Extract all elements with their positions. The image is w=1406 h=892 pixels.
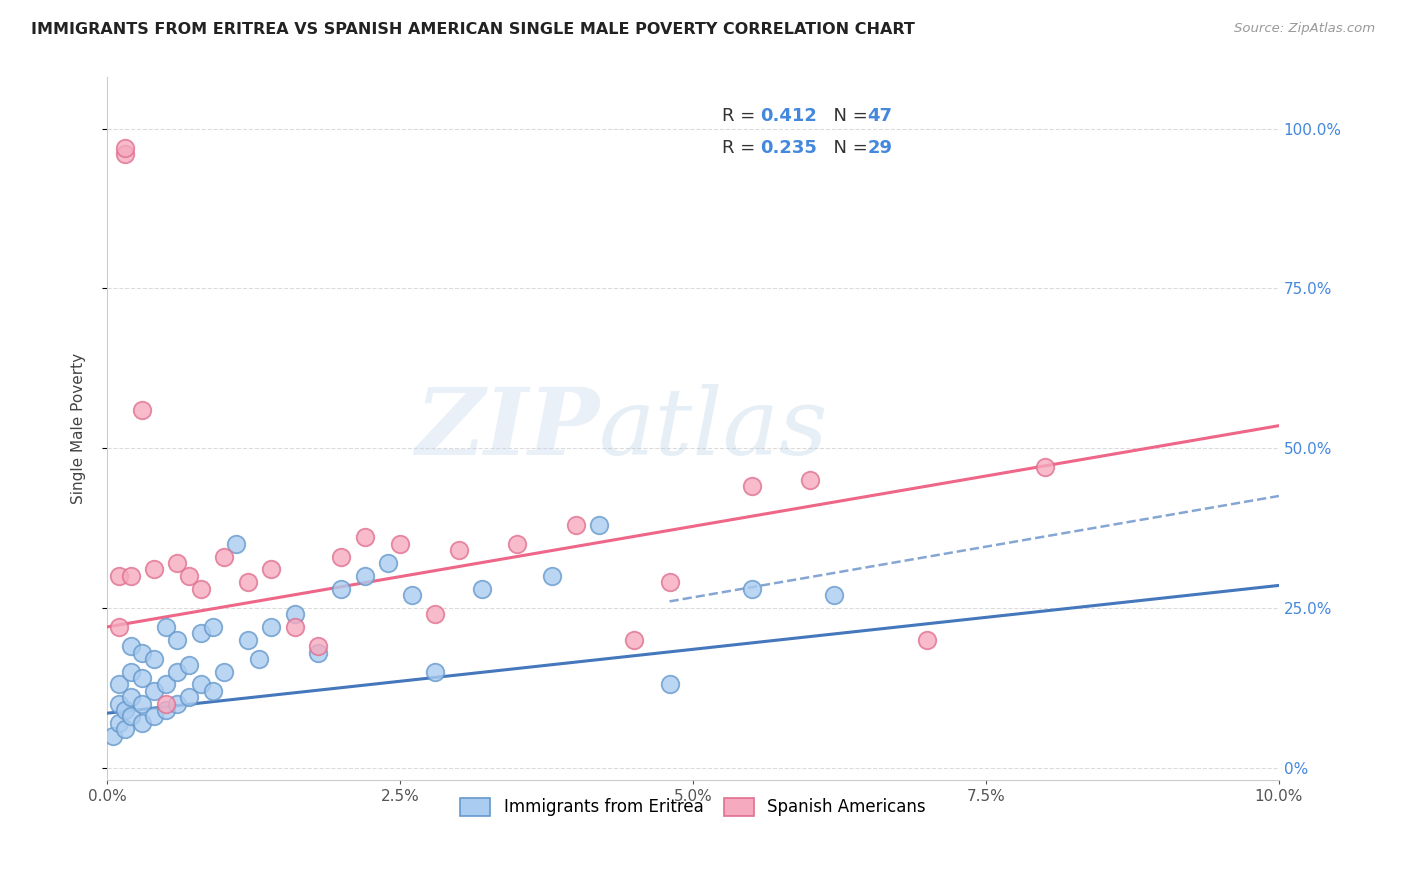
Point bbox=[307, 646, 329, 660]
Text: N =: N = bbox=[823, 138, 873, 157]
Point bbox=[107, 677, 129, 691]
Point bbox=[799, 473, 821, 487]
Point bbox=[330, 549, 353, 564]
Point bbox=[471, 582, 494, 596]
Point bbox=[354, 569, 377, 583]
Point bbox=[307, 639, 329, 653]
Point bbox=[588, 517, 610, 532]
Point bbox=[260, 620, 283, 634]
Point bbox=[541, 569, 564, 583]
Point bbox=[120, 569, 142, 583]
Point bbox=[823, 588, 845, 602]
Point bbox=[131, 715, 153, 730]
Point bbox=[190, 626, 212, 640]
Point bbox=[623, 632, 645, 647]
Point bbox=[131, 697, 153, 711]
Point bbox=[131, 402, 153, 417]
Point bbox=[155, 620, 177, 634]
Point bbox=[565, 517, 588, 532]
Point bbox=[658, 575, 681, 590]
Point bbox=[389, 537, 412, 551]
Text: atlas: atlas bbox=[599, 384, 828, 474]
Point bbox=[425, 665, 447, 679]
Text: 29: 29 bbox=[868, 138, 893, 157]
Point bbox=[120, 709, 142, 723]
Point bbox=[166, 697, 188, 711]
Point bbox=[506, 537, 529, 551]
Text: N =: N = bbox=[823, 107, 873, 125]
Point bbox=[225, 537, 247, 551]
Point bbox=[142, 562, 165, 576]
Point bbox=[425, 607, 447, 622]
Point bbox=[330, 582, 353, 596]
Point bbox=[917, 632, 939, 647]
Point bbox=[377, 556, 399, 570]
Text: IMMIGRANTS FROM ERITREA VS SPANISH AMERICAN SINGLE MALE POVERTY CORRELATION CHAR: IMMIGRANTS FROM ERITREA VS SPANISH AMERI… bbox=[31, 22, 915, 37]
Point bbox=[114, 703, 136, 717]
Point bbox=[107, 620, 129, 634]
Point bbox=[166, 556, 188, 570]
Point bbox=[214, 665, 236, 679]
Point bbox=[120, 665, 142, 679]
Point bbox=[741, 582, 763, 596]
Point bbox=[447, 543, 470, 558]
Point bbox=[131, 671, 153, 685]
Point bbox=[190, 582, 212, 596]
Point bbox=[131, 646, 153, 660]
Point bbox=[236, 632, 259, 647]
Text: 0.412: 0.412 bbox=[759, 107, 817, 125]
Point bbox=[142, 683, 165, 698]
Point bbox=[155, 677, 177, 691]
Point bbox=[107, 697, 129, 711]
Point bbox=[107, 569, 129, 583]
Point bbox=[284, 607, 307, 622]
Point bbox=[658, 677, 681, 691]
Text: R =: R = bbox=[723, 107, 761, 125]
Y-axis label: Single Male Poverty: Single Male Poverty bbox=[72, 353, 86, 505]
Point bbox=[354, 531, 377, 545]
Point bbox=[101, 729, 124, 743]
Point bbox=[142, 709, 165, 723]
Point bbox=[114, 147, 136, 161]
Text: 47: 47 bbox=[868, 107, 893, 125]
Point bbox=[177, 569, 200, 583]
Point bbox=[214, 549, 236, 564]
Point bbox=[166, 632, 188, 647]
Point bbox=[1033, 460, 1056, 475]
Point bbox=[114, 141, 136, 155]
Point bbox=[201, 683, 224, 698]
Point bbox=[120, 639, 142, 653]
Point bbox=[155, 703, 177, 717]
Point bbox=[155, 697, 177, 711]
Point bbox=[401, 588, 423, 602]
Point bbox=[201, 620, 224, 634]
Point bbox=[177, 690, 200, 705]
Point bbox=[142, 652, 165, 666]
Point bbox=[166, 665, 188, 679]
Point bbox=[284, 620, 307, 634]
Text: Source: ZipAtlas.com: Source: ZipAtlas.com bbox=[1234, 22, 1375, 36]
Point bbox=[107, 715, 129, 730]
Point bbox=[120, 690, 142, 705]
Point bbox=[741, 479, 763, 493]
Point bbox=[177, 658, 200, 673]
Point bbox=[190, 677, 212, 691]
Point bbox=[114, 722, 136, 736]
Point bbox=[236, 575, 259, 590]
Point bbox=[249, 652, 271, 666]
Text: R =: R = bbox=[723, 138, 761, 157]
Point bbox=[260, 562, 283, 576]
Legend: Immigrants from Eritrea, Spanish Americans: Immigrants from Eritrea, Spanish America… bbox=[453, 789, 934, 825]
Text: 0.235: 0.235 bbox=[759, 138, 817, 157]
Text: ZIP: ZIP bbox=[415, 384, 599, 474]
